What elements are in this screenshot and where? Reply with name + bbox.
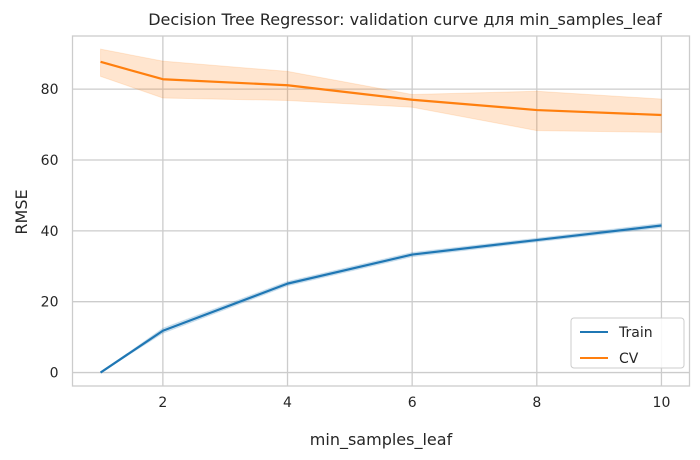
legend-label-train: Train	[618, 325, 653, 341]
grid	[72, 36, 690, 386]
plot-frame	[71, 35, 691, 387]
x-axis-label: min_samples_leaf	[310, 430, 453, 450]
legend-label-cv: CV	[619, 351, 639, 367]
legend: Train CV	[570, 317, 685, 369]
x-tick-label: 4	[283, 395, 292, 411]
x-tick-label: 2	[158, 395, 167, 411]
legend-box	[570, 317, 685, 369]
y-tick-label: 40	[41, 224, 59, 240]
y-tick-label: 20	[41, 295, 59, 311]
band-cv	[100, 48, 662, 133]
line-train	[99, 224, 662, 374]
line-cv	[100, 60, 662, 117]
chart-title: Decision Tree Regressor: validation curv…	[148, 10, 662, 30]
x-tick-labels: 2 4 6 8 10	[158, 395, 670, 411]
y-tick-label: 60	[41, 153, 59, 169]
x-tick-label: 8	[532, 395, 541, 411]
y-tick-label: 0	[50, 366, 59, 382]
y-tick-label: 80	[41, 82, 59, 98]
y-tick-labels: 0 20 40 60 80	[41, 82, 59, 381]
x-tick-label: 6	[408, 395, 417, 411]
series-lines	[99, 60, 662, 374]
x-tick-label: 10	[653, 395, 671, 411]
y-axis-label: RMSE	[12, 189, 31, 234]
